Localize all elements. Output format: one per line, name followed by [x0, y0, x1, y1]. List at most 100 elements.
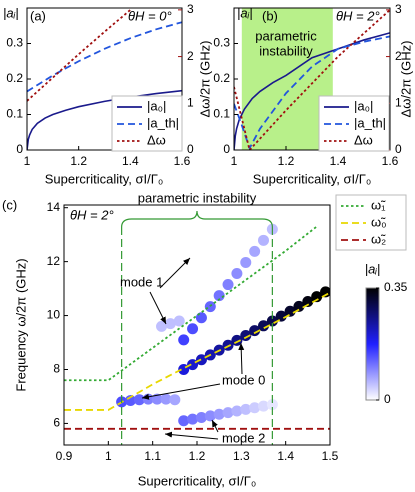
- arrow: [141, 383, 221, 400]
- legend-label: ω̃₀: [371, 214, 387, 229]
- amplitude-point: [249, 245, 261, 257]
- amplitude-point: [213, 408, 225, 420]
- amplitude-point: [222, 407, 234, 419]
- amplitude-point: [151, 393, 163, 405]
- legend-label: Δω: [354, 132, 373, 147]
- panel-label: (a): [30, 8, 46, 23]
- y-tick-label: 10: [47, 308, 61, 322]
- y-axis-label: |aᵢ|: [237, 5, 253, 20]
- y-tick-label: 0: [16, 142, 23, 156]
- y2-tick-label: 2: [395, 49, 402, 63]
- amplitude-point: [258, 320, 269, 332]
- amplitude-point: [275, 310, 287, 322]
- y-tick-label: 0.3: [6, 36, 23, 50]
- legend-label: |a_th|: [354, 115, 386, 130]
- amplitude-point: [187, 323, 199, 335]
- y-tick-label: 14: [47, 200, 61, 214]
- x-axis-label: Supercriticality, σI/Γ₀: [138, 473, 257, 488]
- x-tick-label: 1.4: [277, 449, 294, 463]
- colorbar: [365, 287, 380, 401]
- x-tick-label: 1: [24, 154, 31, 168]
- y2-axis-label: Δω/2π (GHz): [197, 41, 212, 118]
- x-tick-label: 0.9: [56, 449, 73, 463]
- axes-frame: [63, 204, 331, 446]
- panel-label: (c): [2, 197, 17, 212]
- amplitude-point: [266, 399, 278, 411]
- y2-tick-label: 0: [395, 142, 402, 156]
- amplitude-point: [195, 312, 207, 324]
- panel-annotation: θH = 2°: [336, 8, 380, 23]
- amplitude-point: [311, 291, 323, 303]
- series-line: [234, 35, 390, 150]
- legend-label: Δω: [147, 132, 166, 147]
- panel-label: (b): [262, 8, 278, 23]
- x-tick-label: 1.4: [330, 154, 347, 168]
- series-line: [27, 9, 131, 102]
- y2-tick-label: 2: [187, 49, 194, 63]
- legend-label: ω̃₁: [371, 197, 386, 212]
- x-tick-label: 1.5: [322, 449, 339, 463]
- legend: ω̃₁ ω̃₀ ω̃₂: [335, 194, 407, 251]
- amplitude-point: [249, 402, 261, 414]
- y2-axis-label: Δω/2π (GHz): [398, 41, 413, 118]
- x-tick-label: 1.2: [70, 154, 87, 168]
- brace: [121, 210, 273, 228]
- amplitude-point: [231, 267, 243, 279]
- x-axis-label: Supercriticality, σI/Γ₀: [45, 171, 164, 186]
- x-axis-label: Supercriticality, σI/Γ₀: [253, 171, 372, 186]
- amplitude-point: [249, 325, 261, 337]
- amplitude-point: [204, 410, 216, 422]
- amplitude-point: [178, 415, 190, 427]
- amplitude-point: [178, 334, 190, 346]
- legend: |a₀| |a_th| Δω: [111, 95, 183, 152]
- amplitude-point: [258, 400, 269, 412]
- legend-label: ω̃₂: [371, 231, 386, 246]
- arrows: [141, 257, 245, 440]
- amplitude-point: [258, 234, 269, 246]
- arrow: [238, 342, 245, 375]
- amplitude-point: [240, 256, 252, 268]
- panel: parametric instability 0.9 1 1.1 1.2 1.3 1.4 1.…: [2, 190, 408, 488]
- y2-tick-label: 3: [187, 2, 194, 16]
- amplitude-point: [195, 411, 207, 423]
- x-tick-label: 1.1: [144, 449, 161, 463]
- amplitude-point: [222, 279, 234, 291]
- mode-label: mode 0: [222, 372, 265, 387]
- series-line: [64, 291, 330, 411]
- legend-label: |a₀|: [147, 98, 166, 113]
- y2-tick-label: 0: [187, 142, 194, 156]
- panel-annotation: θH = 0°: [128, 8, 172, 23]
- y-tick-label: 0.1: [6, 107, 23, 121]
- y-tick-label: 6: [53, 416, 60, 430]
- arrow: [164, 431, 219, 440]
- amplitude-point: [284, 305, 296, 317]
- y-axis-label: |aᵢ|: [3, 5, 19, 20]
- amplitude-point: [195, 354, 207, 366]
- y2-tick-label: 1: [187, 95, 194, 109]
- arrow: [159, 257, 191, 289]
- amplitude-point: [240, 330, 252, 342]
- y-tick-label: 0.2: [213, 71, 230, 85]
- series-line: [27, 21, 182, 93]
- shade-label: instability: [259, 43, 313, 58]
- series-line: [234, 9, 390, 150]
- x-tick-label: 1: [231, 154, 238, 168]
- y-tick-label: 0.3: [213, 36, 230, 50]
- amplitude-point: [240, 403, 252, 415]
- shade-label: parametric: [255, 28, 317, 43]
- amplitude-point: [231, 405, 243, 417]
- legend-label: |a_th|: [147, 115, 179, 130]
- y2-tick-label: 1: [395, 95, 402, 109]
- colorbar-tick-label: 0.35: [384, 280, 408, 294]
- x-tick-label: 1: [105, 449, 112, 463]
- y-tick-label: 0.1: [213, 107, 230, 121]
- x-tick-label: 1.2: [278, 154, 295, 168]
- amplitude-point: [302, 296, 314, 308]
- legend-label: |a₀|: [354, 98, 373, 113]
- amplitude-point: [213, 290, 225, 302]
- mode-label: mode 1: [120, 274, 163, 289]
- plot-area: [234, 8, 390, 150]
- y2-tick-label: 3: [395, 2, 402, 16]
